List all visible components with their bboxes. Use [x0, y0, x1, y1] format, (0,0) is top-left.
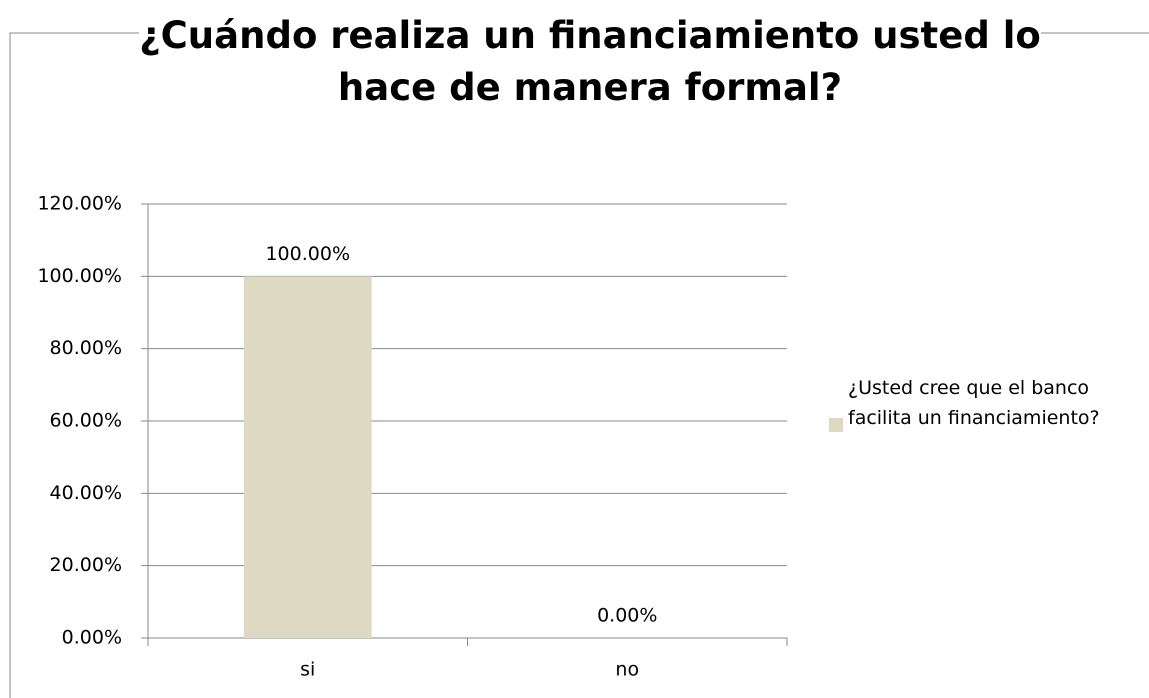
chart-title: ¿Cuándo realiza un financiamiento usted … — [139, 14, 1041, 109]
x-tick-label: si — [300, 659, 315, 681]
y-tick-label: 20.00% — [50, 554, 122, 576]
chart-frame — [9, 32, 1149, 698]
legend-label: ¿Usted cree que el banco facilita un fin… — [848, 377, 1100, 429]
legend-swatch — [829, 418, 843, 432]
y-tick-label: 60.00% — [50, 410, 122, 432]
y-tick-label: 0.00% — [62, 627, 122, 649]
bar — [243, 276, 372, 638]
y-tick-label: 120.00% — [37, 193, 122, 215]
y-tick-label: 80.00% — [50, 337, 122, 359]
data-label: 0.00% — [597, 605, 657, 627]
y-tick-label: 100.00% — [37, 265, 122, 287]
chart-title-box: ¿Cuándo realiza un financiamiento usted … — [130, 10, 1050, 114]
y-tick-label: 40.00% — [50, 482, 122, 504]
x-tick-label: no — [615, 659, 639, 681]
data-label: 100.00% — [265, 243, 350, 265]
